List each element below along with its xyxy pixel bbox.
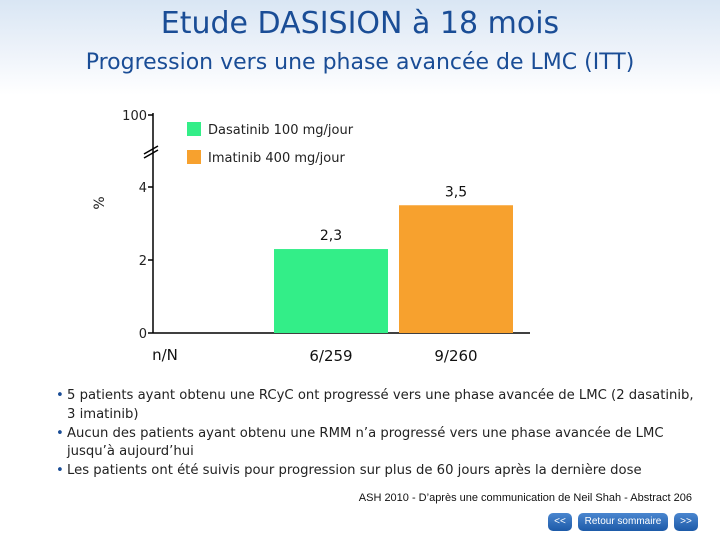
y-axis-label: %	[92, 196, 108, 209]
axis-break-mark	[143, 149, 159, 159]
legend-swatch	[187, 122, 201, 136]
bullet-list: 5 patients ayant obtenu une RCyC ont pro…	[56, 387, 696, 481]
next-button[interactable]: >>	[674, 513, 698, 531]
data-label: 3,5	[445, 184, 467, 200]
page-subtitle: Progression vers une phase avancée de LM…	[85, 50, 635, 75]
y-tick-label: 0	[139, 327, 147, 342]
previous-button[interactable]: <<	[548, 513, 572, 531]
bullet-item: Les patients ont été suivis pour progres…	[56, 462, 696, 481]
category-label: 9/260	[434, 347, 477, 365]
data-label: 2,3	[320, 228, 342, 244]
bar-chart: 0 2 4 100% 2,3 6/259 3,5 9/260 n/N Dasatinib 100 …	[92, 109, 530, 365]
row-label-nN: n/N	[152, 346, 178, 364]
back-to-summary-button[interactable]: Retour sommaire	[578, 513, 668, 531]
bar-dasatinib	[274, 249, 388, 333]
legend-swatch	[187, 150, 201, 164]
legend-label: Imatinib 400 mg/jour	[208, 151, 345, 166]
header-band	[0, 0, 720, 95]
legend-label: Dasatinib 100 mg/jour	[208, 123, 354, 138]
bar-imatinib	[399, 205, 513, 333]
page-title: Etude DASISION à 18 mois	[160, 6, 560, 41]
axis-break-mark	[143, 145, 159, 155]
category-label: 6/259	[309, 347, 352, 365]
y-tick-label: 2	[139, 254, 147, 269]
bullet-item: Aucun des patients ayant obtenu une RMM …	[56, 425, 696, 463]
y-tick-label: 100	[122, 109, 147, 124]
bullet-item: 5 patients ayant obtenu une RCyC ont pro…	[56, 387, 696, 425]
source-citation: ASH 2010 - D’après une communication de …	[358, 492, 692, 504]
y-tick-label: 4	[139, 181, 147, 196]
